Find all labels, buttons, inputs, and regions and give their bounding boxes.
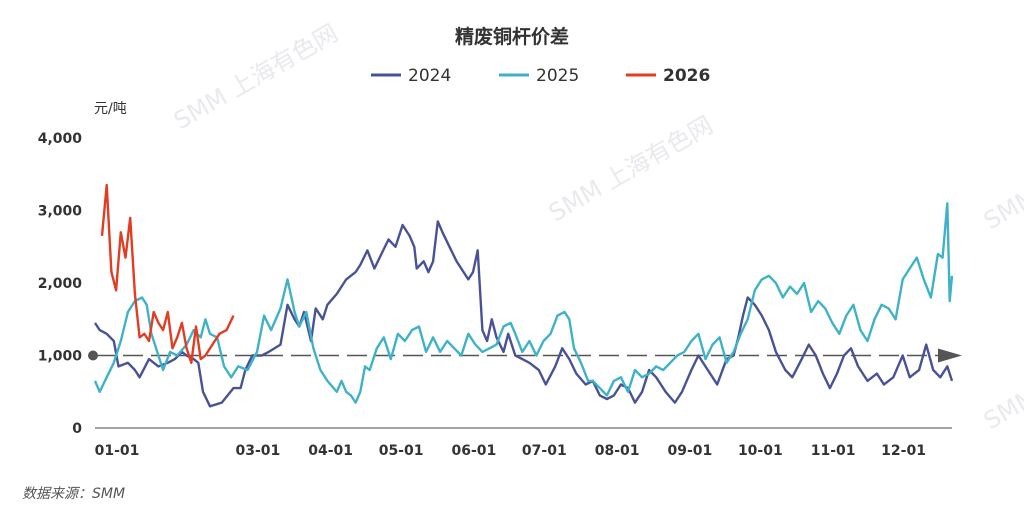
x-tick-label: 07-01 (522, 443, 567, 459)
x-axis: 01-01 03-01 04-01 05-01 06-01 07-01 08-01 09-01… (95, 427, 952, 459)
x-tick-label: 03-01 (235, 443, 280, 459)
watermark-text: SMM 上海有色网 (979, 319, 1024, 435)
x-tick-label: 10-01 (738, 443, 783, 459)
watermark-text: SMM 上海有色网 (979, 119, 1024, 235)
legend-label-2025: 2025 (536, 66, 579, 86)
x-tick-label: 01-01 (95, 443, 140, 459)
series-line-2026 (100, 183, 235, 364)
series-group (93, 183, 954, 408)
x-tick-label: 12-01 (881, 443, 926, 459)
y-tick-label: 4,000 (38, 131, 83, 147)
watermark-text: SMM 上海有色网 (544, 111, 718, 227)
legend-label-2024: 2024 (408, 66, 451, 86)
x-tick-label: 06-01 (451, 443, 496, 459)
y-axis-unit: 元/吨 (94, 101, 127, 117)
reference-start-dot (88, 350, 98, 361)
reference-arrow-head (938, 348, 962, 363)
chart-title: 精废铜杆价差 (455, 25, 569, 48)
x-tick-label: 09-01 (668, 443, 713, 459)
legend: 2024 2025 2026 (371, 66, 710, 86)
x-tick-label: 11-01 (811, 443, 856, 459)
reference-line (88, 348, 962, 363)
y-tick-label: 1,000 (38, 349, 83, 365)
x-tick-label: 08-01 (595, 443, 640, 459)
y-tick-label: 2,000 (38, 276, 83, 292)
x-tick-label: 04-01 (308, 443, 353, 459)
data-source: 数据来源：SMM (22, 486, 126, 502)
series-line-2025 (93, 202, 954, 404)
x-tick-label: 05-01 (379, 443, 424, 459)
watermark-text: SMM 上海有色网 (169, 19, 343, 135)
series-line-2024 (93, 220, 954, 408)
legend-label-2026: 2026 (663, 66, 710, 86)
y-tick-label: 0 (72, 421, 82, 437)
y-tick-label: 3,000 (38, 204, 83, 220)
y-axis: 0 1,000 2,000 3,000 4,000 (38, 131, 83, 437)
